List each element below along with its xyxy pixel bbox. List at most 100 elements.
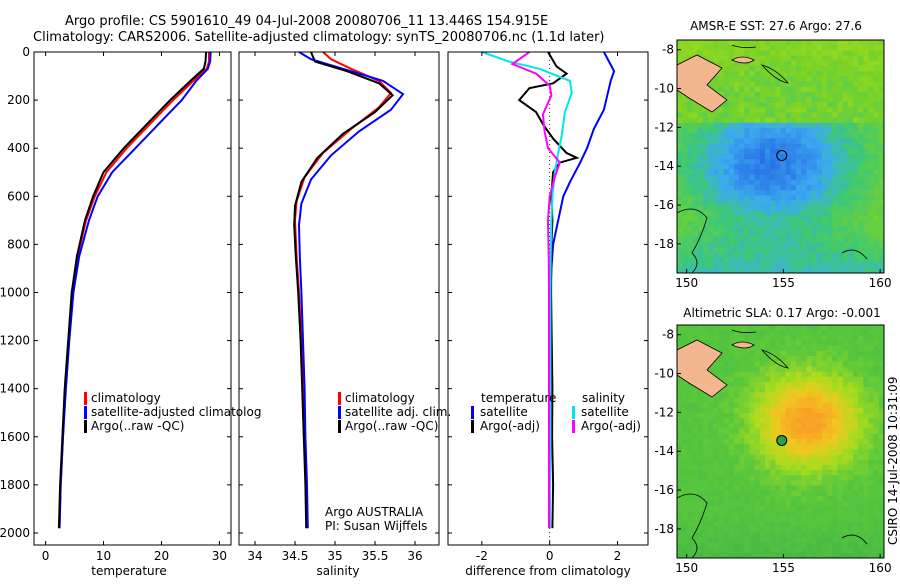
map-cell [733,428,740,435]
map-cell [837,91,844,98]
map-cell [801,236,807,243]
map-cell [739,148,745,155]
map-cell [858,356,864,362]
map-cell [702,185,709,191]
map-cell [858,81,864,88]
map-cell [796,475,802,481]
map-cell [775,335,781,342]
map-cell [868,356,875,362]
map-cell [811,361,818,367]
map-cell [832,128,838,134]
map-cell [713,464,719,471]
map-cell [754,153,761,160]
map-cell [713,231,719,238]
map-cell [853,464,859,471]
map-cell [744,402,750,409]
map-cell [687,552,694,559]
map-cell [718,50,725,57]
map-cell [853,247,859,253]
map-cell [697,159,704,165]
map-cell [842,480,849,486]
map-cell [842,444,849,450]
map-cell [775,506,781,512]
map-cell [873,45,880,51]
map-cell [811,210,818,217]
map-cell [853,366,859,373]
map-cell [708,423,714,430]
map-cell [697,521,704,528]
map-cell [770,159,776,165]
map-cell [796,428,802,435]
map-cell [837,65,844,72]
map-cell [847,169,854,176]
map-cell [733,97,740,103]
map-cell [878,402,885,409]
map-cell [770,55,776,62]
map-cell [863,485,869,492]
map-cell [713,86,719,93]
map-cell [832,159,838,165]
temperature-plot-area [57,51,212,529]
map-cell [780,252,787,258]
map-cell [821,117,828,124]
map-cell [744,76,750,82]
map-cell [749,159,756,165]
map-cell [723,133,730,139]
map-cell [842,267,849,274]
map-cell [801,376,807,383]
map-cell [863,262,869,269]
map-cell [723,143,730,150]
map-cell [790,200,797,207]
map-cell [687,200,694,207]
map-cell [775,50,781,57]
map-cell [842,169,849,176]
map-cell [790,241,797,248]
map-cell [749,537,756,543]
y-tick-label: -16 [654,198,674,212]
map-cell [796,330,802,336]
map-cell [718,231,725,238]
map-cell [739,45,745,51]
map-cell [702,402,709,409]
map-cell [708,464,714,471]
map-cell [827,470,833,476]
map-cell [765,371,771,378]
map-cell [837,185,844,191]
map-cell [821,97,828,103]
map-cell [733,169,740,176]
map-cell [858,340,864,347]
map-cell [682,537,688,543]
map-cell [878,71,885,77]
map-cell [873,495,880,502]
map-cell [827,537,833,543]
map-cell [863,356,869,362]
map-cell [878,221,885,227]
map-cell [759,407,766,414]
map-cell [733,475,740,481]
map-cell [785,418,792,424]
map-cell [744,231,750,238]
map-cell [775,397,781,404]
map-cell [837,480,844,486]
map-cell [677,340,683,347]
map-cell [759,547,766,554]
map-cell [868,262,875,269]
y-tick-label: -14 [654,444,674,458]
map-cell [863,40,869,46]
map-cell [878,185,885,191]
map-cell [733,464,740,471]
map-cell [702,153,709,160]
map-cell [754,547,761,554]
map-cell [790,449,797,455]
map-cell [780,128,787,134]
map-cell [785,392,792,398]
temperature-xlabel: temperature [91,564,166,578]
map-cell [728,464,735,471]
map-cell [816,159,823,165]
map-cell [780,444,787,450]
map-cell [713,257,719,264]
map-cell [868,407,875,414]
map-cell [842,397,849,404]
map-cell [697,174,704,181]
map-cell [765,361,771,367]
